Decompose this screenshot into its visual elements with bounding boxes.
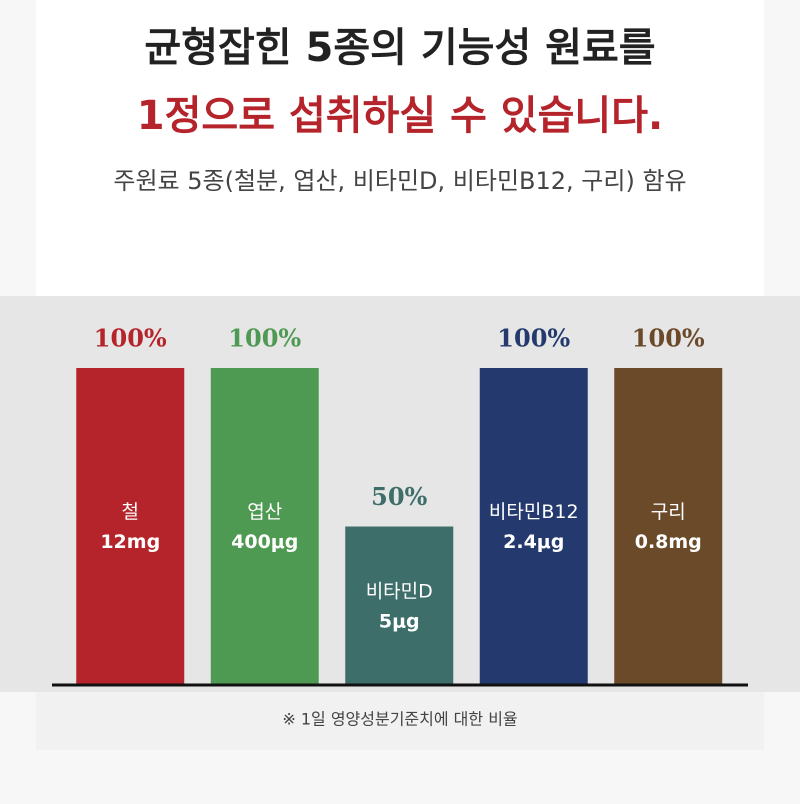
highlight-title: 1정으로 섭취하실 수 있습니다. [137, 93, 663, 139]
amount-label: 2.4μg [503, 531, 564, 553]
value-label: 100% [94, 324, 167, 353]
value-label: 100% [497, 324, 570, 353]
bar [345, 526, 454, 685]
value-label: 100% [632, 324, 705, 353]
footnote: ※ 1일 영양성분기준치에 대한 비율 [282, 710, 517, 729]
value-label: 50% [371, 482, 427, 511]
subtitle: 주원료 5종(철분, 엽산, 비타민D, 비타민B12, 구리) 함유 [113, 167, 686, 195]
category-label: 엽산 [247, 501, 282, 523]
category-label: 비타민D [366, 580, 433, 602]
bar [210, 368, 319, 685]
bar [76, 368, 185, 685]
amount-label: 0.8mg [635, 531, 702, 553]
bar [479, 368, 588, 685]
category-label: 구리 [651, 501, 686, 523]
amount-label: 5μg [379, 610, 420, 632]
amount-label: 12mg [100, 531, 160, 553]
bar [614, 368, 723, 685]
category-label: 철 [122, 501, 139, 523]
category-label: 비타민B12 [489, 501, 579, 523]
header-panel [36, 0, 764, 296]
footnote-panel [36, 692, 764, 750]
value-label: 100% [228, 324, 301, 353]
chart-title: 균형잡힌 5종의 기능성 원료를 [144, 25, 655, 71]
amount-label: 400μg [231, 531, 298, 553]
